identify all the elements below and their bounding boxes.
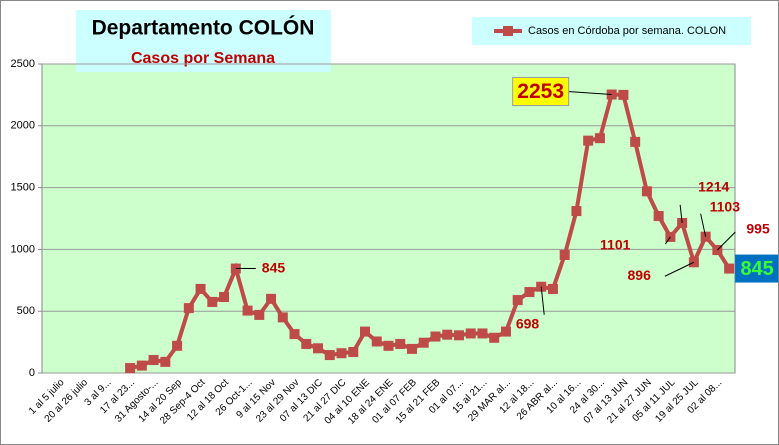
point-marker [477, 328, 488, 339]
point-marker [371, 336, 382, 347]
point-marker [360, 326, 371, 337]
point-marker [453, 330, 464, 341]
point-marker [219, 291, 230, 302]
point-marker [313, 343, 324, 354]
point-marker [395, 338, 406, 349]
point-marker [630, 136, 641, 147]
point-marker [547, 283, 558, 294]
chart-title: Departamento COLÓN [92, 16, 315, 40]
legend-label: Casos en Córdoba por semana. COLON [528, 25, 726, 37]
y-tick-label: 2500 [11, 58, 35, 70]
point-marker [583, 135, 594, 146]
point-marker [500, 326, 511, 337]
leader-line [664, 236, 671, 245]
point-marker [195, 283, 206, 294]
data-label: 1214 [698, 179, 729, 195]
point-marker [559, 249, 570, 260]
point-marker [571, 206, 582, 217]
point-marker [125, 363, 136, 374]
leader-line [717, 231, 736, 251]
point-marker [724, 263, 735, 274]
y-tick-label: 1500 [11, 182, 35, 194]
data-label: 1101 [600, 237, 631, 253]
point-marker [653, 211, 664, 222]
data-label: 845 [740, 258, 773, 280]
series-line [129, 92, 731, 371]
title-box [76, 10, 331, 72]
point-marker [301, 338, 312, 349]
y-tick-label: 0 [29, 367, 35, 379]
point-marker [430, 331, 441, 342]
label-box [735, 254, 779, 283]
point-marker [160, 356, 171, 367]
point-marker [418, 337, 429, 348]
label-box [512, 77, 570, 107]
point-marker [277, 312, 288, 323]
data-label: 845 [262, 259, 286, 275]
point-marker [266, 293, 277, 304]
y-tick-label: 2000 [11, 120, 35, 132]
point-marker [172, 340, 183, 351]
point-marker [348, 346, 359, 357]
point-marker [183, 303, 194, 314]
point-marker [594, 133, 605, 144]
point-marker [512, 295, 523, 306]
point-marker [289, 329, 300, 340]
point-marker [324, 350, 335, 361]
leader-line [679, 204, 683, 224]
leader-line [567, 91, 612, 96]
leader-line [540, 286, 545, 315]
y-tick-label: 500 [17, 305, 35, 317]
point-marker [524, 287, 535, 298]
point-marker [207, 296, 218, 307]
point-marker [618, 89, 629, 100]
point-marker [336, 348, 347, 359]
data-label: 2253 [517, 80, 564, 103]
data-label: 1103 [710, 198, 741, 214]
point-marker [242, 305, 253, 316]
point-marker [254, 309, 265, 320]
point-marker [641, 186, 652, 197]
legend-marker [503, 26, 513, 36]
point-marker [136, 360, 147, 371]
chart-subtitle: Casos por Semana [131, 50, 275, 67]
y-tick-label: 1000 [11, 243, 35, 255]
point-marker [442, 329, 453, 340]
data-label: 698 [516, 315, 540, 331]
data-label: 995 [746, 221, 770, 237]
data-label: 896 [628, 267, 652, 283]
leader-line [700, 213, 707, 237]
point-marker [489, 332, 500, 343]
leader-line [664, 261, 695, 277]
point-marker [383, 340, 394, 351]
plot-area [41, 63, 736, 374]
point-marker [148, 355, 159, 366]
point-marker [465, 328, 476, 339]
point-marker [406, 343, 417, 354]
